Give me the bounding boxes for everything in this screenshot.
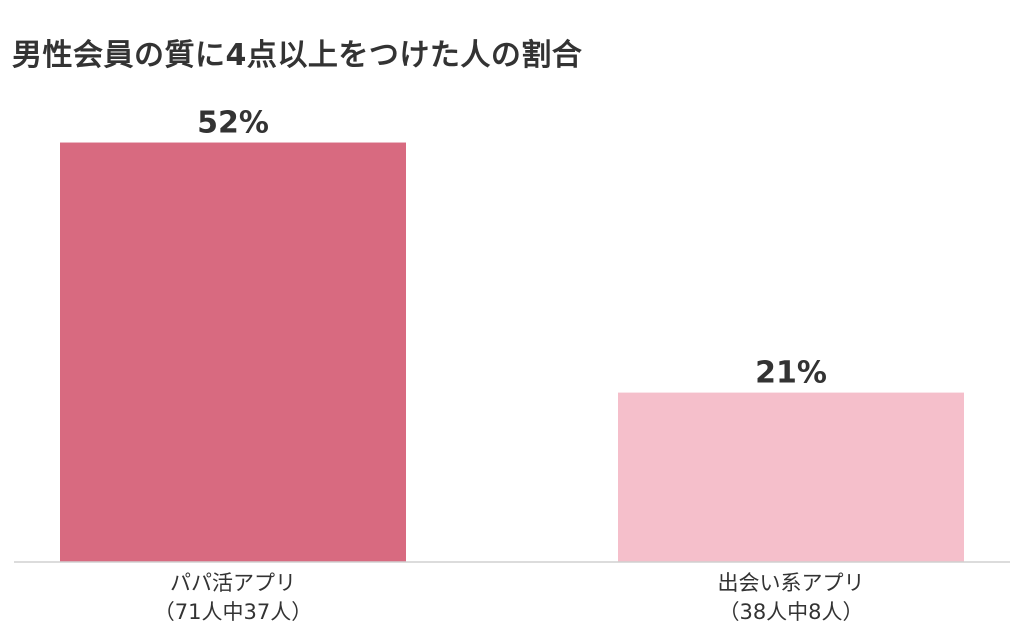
category-sublabel-2: （38人中8人） <box>718 600 863 624</box>
category-label-2: 出会い系アプリ <box>718 571 865 595</box>
chart-title: 男性会員の質に4点以上をつけた人の割合 <box>12 38 583 73</box>
category-label-1: パパ活アプリ <box>170 571 296 595</box>
category-sublabel-1: （71人中37人） <box>154 600 312 624</box>
value-label-1: 52% <box>197 106 269 141</box>
bar-1 <box>60 142 406 563</box>
bar-2 <box>618 392 964 562</box>
value-label-2: 21% <box>755 356 827 391</box>
